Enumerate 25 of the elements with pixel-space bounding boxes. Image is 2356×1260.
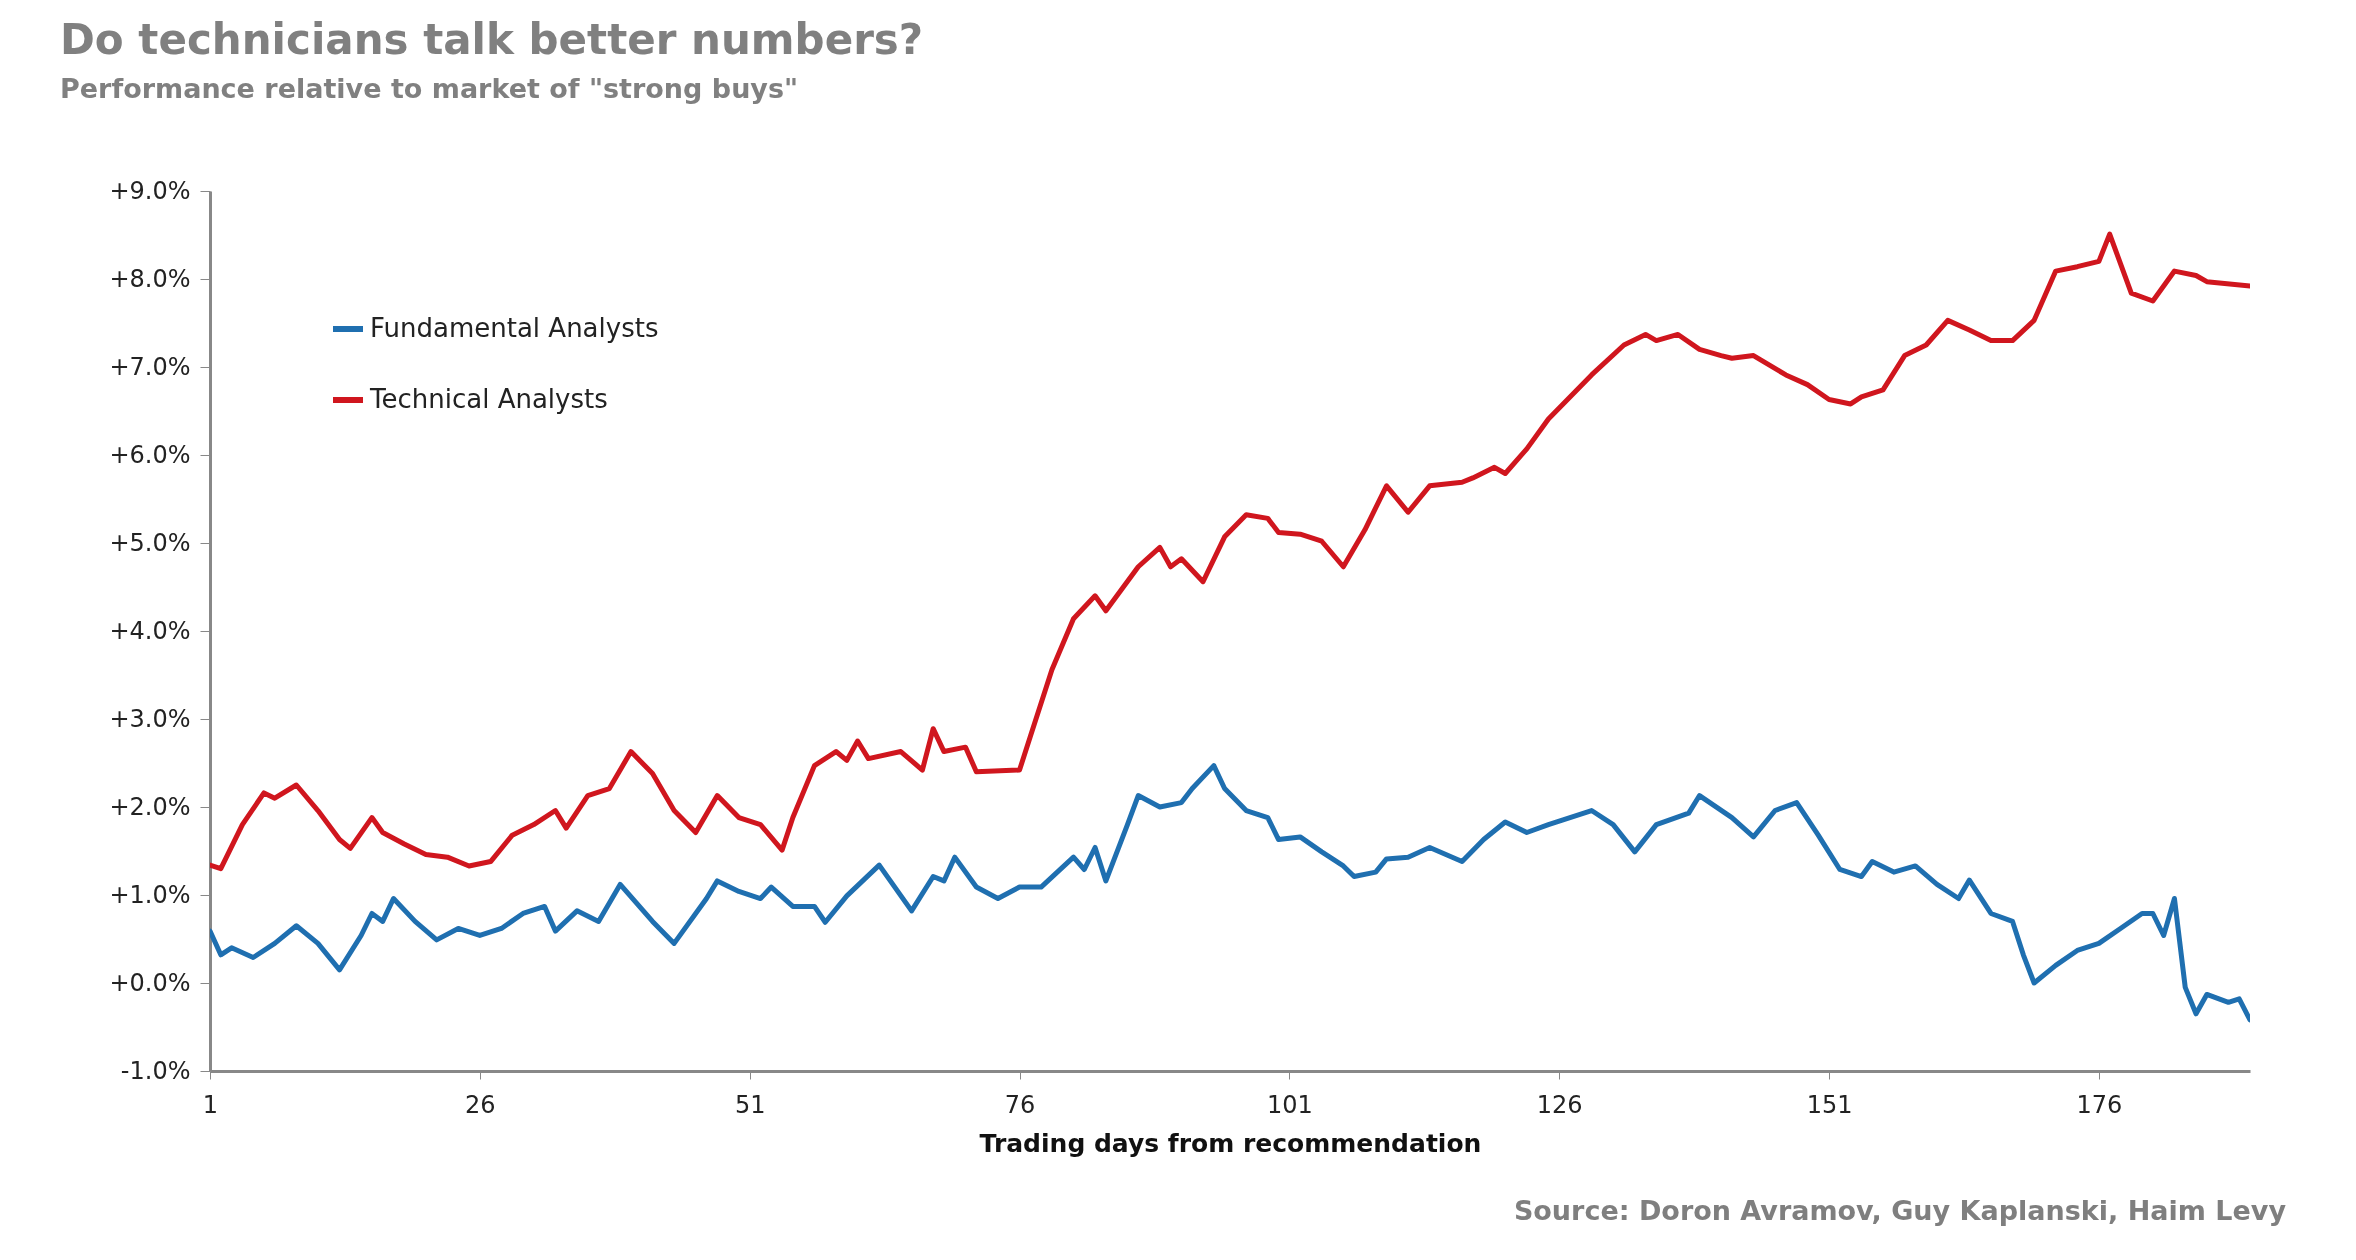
legend-label: Technical Analysts bbox=[369, 384, 608, 414]
x-tick-label: 151 bbox=[1806, 1090, 1853, 1119]
y-tick-label: +3.0% bbox=[109, 704, 191, 733]
y-tick-label: +9.0% bbox=[109, 176, 191, 205]
y-tick-label: +4.0% bbox=[109, 616, 191, 645]
y-tick-label: -1.0% bbox=[120, 1056, 191, 1085]
y-tick-label: +0.0% bbox=[109, 968, 191, 997]
x-axis-title: Trading days from recommendation bbox=[979, 1128, 1482, 1158]
source-note: Source: Doron Avramov, Guy Kaplanski, Haim Levy bbox=[1513, 1195, 2286, 1226]
chart-title: Do technicians talk better numbers? bbox=[60, 15, 924, 64]
y-tick-label: +2.0% bbox=[109, 792, 191, 821]
y-tick-label: +8.0% bbox=[109, 264, 191, 293]
x-tick-label: 176 bbox=[2076, 1090, 2123, 1119]
legend-label: Fundamental Analysts bbox=[370, 313, 659, 343]
chart-subtitle: Performance relative to market of "strong buys" bbox=[60, 73, 799, 104]
y-tick-label: +1.0% bbox=[109, 880, 191, 909]
y-tick-label: +6.0% bbox=[109, 440, 191, 469]
y-tick-label: +7.0% bbox=[109, 352, 191, 381]
y-tick-label: +5.0% bbox=[109, 528, 191, 557]
x-tick-label: 126 bbox=[1536, 1090, 1583, 1119]
x-tick-label: 76 bbox=[1004, 1090, 1036, 1119]
x-tick-label: 101 bbox=[1266, 1090, 1313, 1119]
x-tick-label: 1 bbox=[202, 1090, 219, 1119]
x-tick-label: 51 bbox=[734, 1090, 766, 1119]
x-tick-label: 26 bbox=[465, 1090, 496, 1119]
